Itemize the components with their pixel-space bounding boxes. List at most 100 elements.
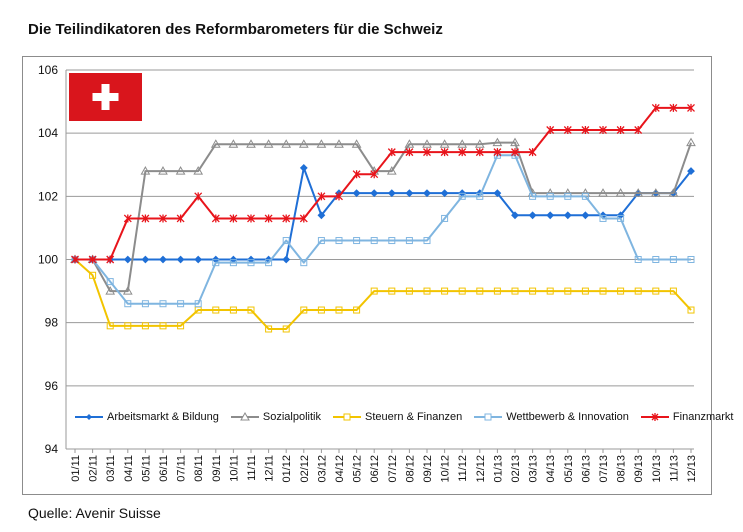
x-tick-label: 12/13 bbox=[686, 455, 698, 483]
point-steuern-finanzen bbox=[300, 306, 308, 314]
point-finanzmarkt bbox=[651, 103, 660, 112]
point-finanzmarkt bbox=[669, 103, 678, 112]
point-steuern-finanzen bbox=[141, 322, 149, 330]
y-tick-label: 94 bbox=[45, 442, 59, 456]
point-arbeitsmarkt-bildung bbox=[493, 189, 502, 198]
point-steuern-finanzen bbox=[177, 322, 185, 330]
point-arbeitsmarkt-bildung bbox=[563, 211, 572, 220]
legend-label: Sozialpolitik bbox=[262, 411, 321, 423]
x-tick-label: 04/11 bbox=[123, 455, 135, 482]
point-steuern-finanzen bbox=[687, 306, 695, 314]
point-steuern-finanzen bbox=[441, 287, 449, 295]
point-sozialpolitik bbox=[668, 188, 679, 197]
x-tick-label: 07/12 bbox=[387, 455, 399, 483]
point-steuern-finanzen bbox=[106, 322, 114, 330]
y-tick-label: 104 bbox=[38, 126, 58, 140]
point-finanzmarkt bbox=[211, 214, 220, 223]
point-arbeitsmarkt-bildung bbox=[511, 211, 519, 220]
point-steuern-finanzen bbox=[405, 287, 413, 295]
point-wettbewerb-innovation bbox=[599, 214, 607, 222]
x-tick-label: 06/12 bbox=[369, 455, 381, 483]
point-wettbewerb-innovation bbox=[247, 259, 255, 267]
point-steuern-finanzen bbox=[617, 287, 625, 295]
point-finanzmarkt bbox=[405, 148, 414, 157]
point-steuern-finanzen bbox=[335, 306, 343, 314]
x-tick-label: 08/12 bbox=[404, 455, 416, 483]
point-wettbewerb-innovation bbox=[317, 237, 325, 245]
point-steuern-finanzen bbox=[458, 287, 466, 295]
series-line-sozialpolitik bbox=[75, 141, 692, 293]
point-wettbewerb-innovation bbox=[265, 259, 273, 267]
point-arbeitsmarkt-bildung bbox=[405, 189, 414, 198]
point-sozialpolitik bbox=[615, 188, 626, 197]
point-wettbewerb-innovation bbox=[335, 237, 343, 245]
chart-legend: Arbeitsmarkt & Bildung Sozialpolitik Steue… bbox=[75, 408, 733, 426]
legend-swatch bbox=[75, 414, 103, 420]
point-sozialpolitik bbox=[633, 188, 644, 197]
point-steuern-finanzen bbox=[652, 287, 660, 295]
point-wettbewerb-innovation bbox=[423, 237, 431, 245]
point-finanzmarkt bbox=[194, 192, 203, 201]
y-tick-label: 106 bbox=[38, 63, 58, 77]
point-wettbewerb-innovation bbox=[458, 192, 466, 200]
point-wettbewerb-innovation bbox=[546, 192, 554, 200]
point-finanzmarkt bbox=[616, 126, 625, 135]
point-arbeitsmarkt-bildung bbox=[176, 255, 185, 264]
point-steuern-finanzen bbox=[529, 287, 537, 295]
legend-item: Finanzmarkt bbox=[640, 411, 734, 423]
point-steuern-finanzen bbox=[370, 287, 378, 295]
point-sozialpolitik bbox=[281, 139, 292, 148]
legend-label: Wettbewerb & Innovation bbox=[506, 411, 629, 423]
point-sozialpolitik bbox=[122, 286, 133, 295]
point-sozialpolitik bbox=[598, 188, 608, 197]
flag-cross-horizontal bbox=[92, 93, 119, 101]
point-steuern-finanzen bbox=[353, 306, 361, 314]
point-finanzmarkt bbox=[370, 170, 379, 179]
point-sozialpolitik bbox=[263, 139, 274, 148]
x-tick-label: 08/11 bbox=[193, 455, 205, 482]
point-finanzmarkt bbox=[264, 214, 273, 223]
point-wettbewerb-innovation bbox=[581, 192, 589, 200]
point-steuern-finanzen bbox=[282, 325, 290, 333]
point-wettbewerb-innovation bbox=[564, 192, 572, 200]
point-finanzmarkt bbox=[423, 148, 431, 157]
point-steuern-finanzen bbox=[159, 322, 167, 330]
point-arbeitsmarkt-bildung bbox=[687, 167, 695, 175]
point-sozialpolitik bbox=[175, 166, 186, 175]
x-tick-label: 09/11 bbox=[211, 455, 223, 482]
source-note: Quelle: Avenir Suisse bbox=[28, 505, 161, 521]
point-steuern-finanzen bbox=[564, 287, 572, 295]
point-sozialpolitik bbox=[422, 139, 432, 148]
point-wettbewerb-innovation bbox=[300, 259, 308, 267]
legend-item: Wettbewerb & Innovation bbox=[474, 411, 629, 423]
point-finanzmarkt bbox=[687, 103, 695, 112]
legend-label: Steuern & Finanzen bbox=[364, 411, 463, 423]
point-arbeitsmarkt-bildung bbox=[159, 255, 167, 264]
x-tick-label: 02/11 bbox=[88, 455, 100, 482]
x-tick-label: 04/13 bbox=[545, 455, 557, 483]
point-arbeitsmarkt-bildung bbox=[141, 255, 150, 264]
point-wettbewerb-innovation bbox=[141, 300, 149, 308]
legend-label: Finanzmarkt bbox=[672, 411, 734, 423]
point-wettbewerb-innovation bbox=[212, 259, 220, 267]
point-steuern-finanzen bbox=[247, 306, 255, 314]
point-sozialpolitik bbox=[246, 139, 256, 148]
point-steuern-finanzen bbox=[599, 287, 607, 295]
point-wettbewerb-innovation bbox=[229, 259, 237, 267]
y-tick-label: 98 bbox=[45, 316, 59, 330]
x-tick-label: 02/13 bbox=[510, 455, 522, 483]
point-arbeitsmarkt-bildung bbox=[317, 211, 326, 220]
point-arbeitsmarkt-bildung bbox=[387, 189, 396, 198]
x-tick-label: 11/11 bbox=[246, 455, 258, 481]
point-wettbewerb-innovation bbox=[687, 256, 695, 263]
point-sozialpolitik bbox=[228, 139, 239, 148]
point-wettbewerb-innovation bbox=[159, 300, 167, 308]
y-tick-label: 96 bbox=[45, 379, 59, 393]
x-tick-label: 05/11 bbox=[140, 455, 152, 482]
point-arbeitsmarkt-bildung bbox=[546, 211, 555, 220]
point-steuern-finanzen bbox=[423, 287, 431, 295]
x-tick-label: 03/12 bbox=[316, 455, 328, 483]
point-arbeitsmarkt-bildung bbox=[352, 189, 361, 198]
point-sozialpolitik bbox=[492, 137, 503, 147]
point-wettbewerb-innovation bbox=[476, 192, 484, 200]
